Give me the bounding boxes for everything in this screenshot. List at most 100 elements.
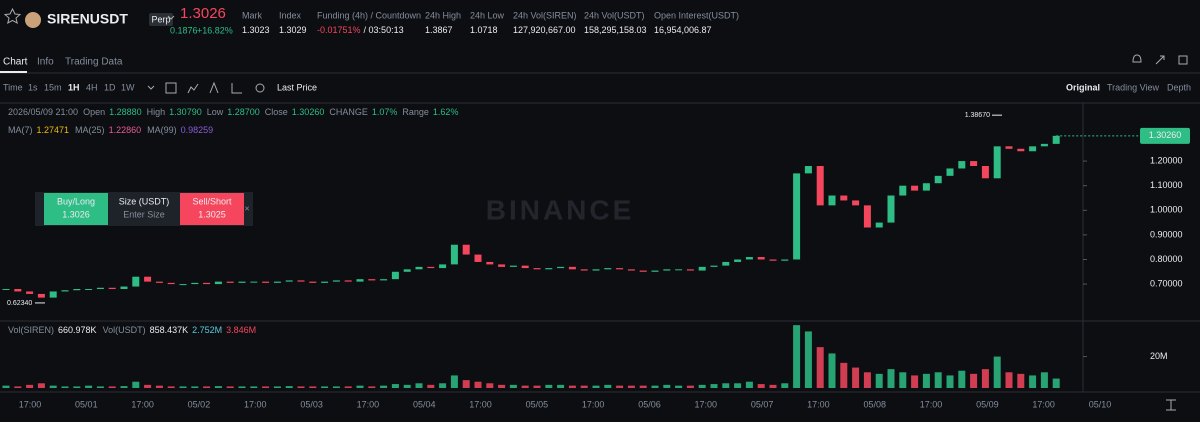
volume-bar (1029, 375, 1037, 388)
stat-value: 1.3029 (279, 25, 307, 35)
sell-button[interactable] (180, 193, 244, 225)
sell-price[interactable]: 1.3025 (198, 209, 226, 219)
stat-value: 16,954,006.87 (654, 25, 712, 35)
volume-bar (262, 386, 270, 388)
volume-bar (297, 386, 305, 388)
ma-value: 0.98259 (181, 125, 214, 135)
y-tick-label: 1.10000 (1150, 180, 1183, 190)
x-tick-label: 17:00 (19, 399, 42, 409)
candle (651, 270, 659, 272)
volume-bar (533, 385, 541, 388)
candle (226, 281, 234, 283)
interval[interactable]: Time (3, 82, 23, 92)
volume-bar (568, 385, 576, 388)
candle (37, 293, 45, 298)
interval[interactable]: 1W (121, 82, 135, 92)
symbol[interactable]: SIRENUSDT (47, 11, 128, 27)
buy-label[interactable]: Buy/Long (57, 196, 95, 206)
favorite-star[interactable] (3, 7, 22, 24)
stat-value: 1.3867 (425, 25, 453, 35)
candle (356, 279, 364, 282)
candle (627, 269, 635, 271)
x-tick-label: 17:00 (244, 399, 267, 409)
candle (380, 279, 388, 281)
tab[interactable]: Info (37, 57, 54, 68)
volume-bar (816, 347, 824, 388)
tool-icons[interactable] (1132, 54, 1188, 65)
view-tab[interactable]: Original (1066, 82, 1100, 92)
candle (309, 281, 317, 283)
candle (26, 291, 34, 294)
interval[interactable]: 1s (28, 82, 38, 92)
candle (344, 280, 352, 282)
candle (592, 269, 600, 271)
interval[interactable]: 4H (86, 82, 98, 92)
view-tab[interactable]: Depth (1167, 82, 1191, 92)
volume-bar (734, 383, 742, 388)
volume-bar (698, 384, 706, 388)
x-tick-label: 05/09 (976, 399, 999, 409)
low-label: 0.62340 (7, 300, 32, 307)
stat-label: 24h Vol(USDT) (584, 10, 645, 20)
interval[interactable]: 1D (104, 82, 116, 92)
candle (415, 266, 423, 270)
stat-label: Funding (4h) / Countdown (317, 10, 421, 20)
size-label: Size (USDT) (119, 196, 170, 206)
interval[interactable]: 15m (44, 82, 62, 92)
volume-bar (616, 385, 624, 388)
x-tick-label: 17:00 (1032, 399, 1055, 409)
candle (722, 261, 730, 266)
ohlc-label: CHANGE (329, 107, 368, 117)
ohlc-value: 1.07% (372, 107, 398, 117)
volume-bar (675, 385, 683, 388)
candle (297, 280, 305, 282)
volume-bar (521, 385, 529, 388)
candle (203, 282, 211, 285)
buy-price[interactable]: 1.3026 (62, 209, 90, 219)
change-pct: +16.82% (197, 25, 233, 35)
axis-settings[interactable] (1166, 399, 1176, 411)
volume-bar (592, 385, 600, 388)
candle (1005, 146, 1013, 149)
chart-tools[interactable] (147, 81, 265, 94)
candle (852, 200, 860, 206)
ohlc-label: High (147, 107, 166, 117)
volume-bar (958, 370, 966, 388)
sell-label[interactable]: Sell/Short (192, 196, 232, 206)
candle (285, 280, 293, 282)
price-type[interactable]: Last Price (277, 82, 317, 92)
volume-bar (155, 385, 163, 388)
volume-bar (946, 375, 954, 388)
tab[interactable]: Chart (3, 57, 28, 68)
candle (96, 287, 104, 290)
candle (875, 222, 883, 228)
stat-value: 127,920,667.00 (513, 25, 576, 35)
volume-bar (852, 367, 860, 388)
volume-bar (450, 375, 458, 388)
close-widget[interactable]: × (244, 203, 249, 213)
size-input[interactable]: Enter Size (123, 209, 165, 219)
volume-bar (391, 384, 399, 388)
candle (616, 268, 624, 270)
ma-value: 1.27471 (37, 125, 70, 135)
candle (214, 281, 222, 285)
ma-label: MA(25) (75, 125, 105, 135)
stat-label: Mark (242, 10, 262, 20)
candle (2, 289, 10, 291)
stat-value: 1.0718 (470, 25, 498, 35)
y-tick-label: 0.70000 (1150, 278, 1183, 288)
candle (545, 268, 553, 270)
volume-bar (970, 373, 978, 388)
high-label: 1.38670 (965, 112, 990, 119)
view-tab[interactable]: Trading View (1107, 82, 1160, 92)
tab[interactable]: Trading Data (65, 57, 123, 68)
interval[interactable]: 1H (68, 82, 80, 92)
volume-bar (557, 384, 565, 388)
candle (887, 195, 895, 223)
candle (427, 266, 435, 269)
volume-bar (1040, 372, 1048, 388)
candle (14, 289, 22, 292)
volume-bar (73, 386, 81, 388)
buy-button[interactable] (44, 193, 108, 225)
